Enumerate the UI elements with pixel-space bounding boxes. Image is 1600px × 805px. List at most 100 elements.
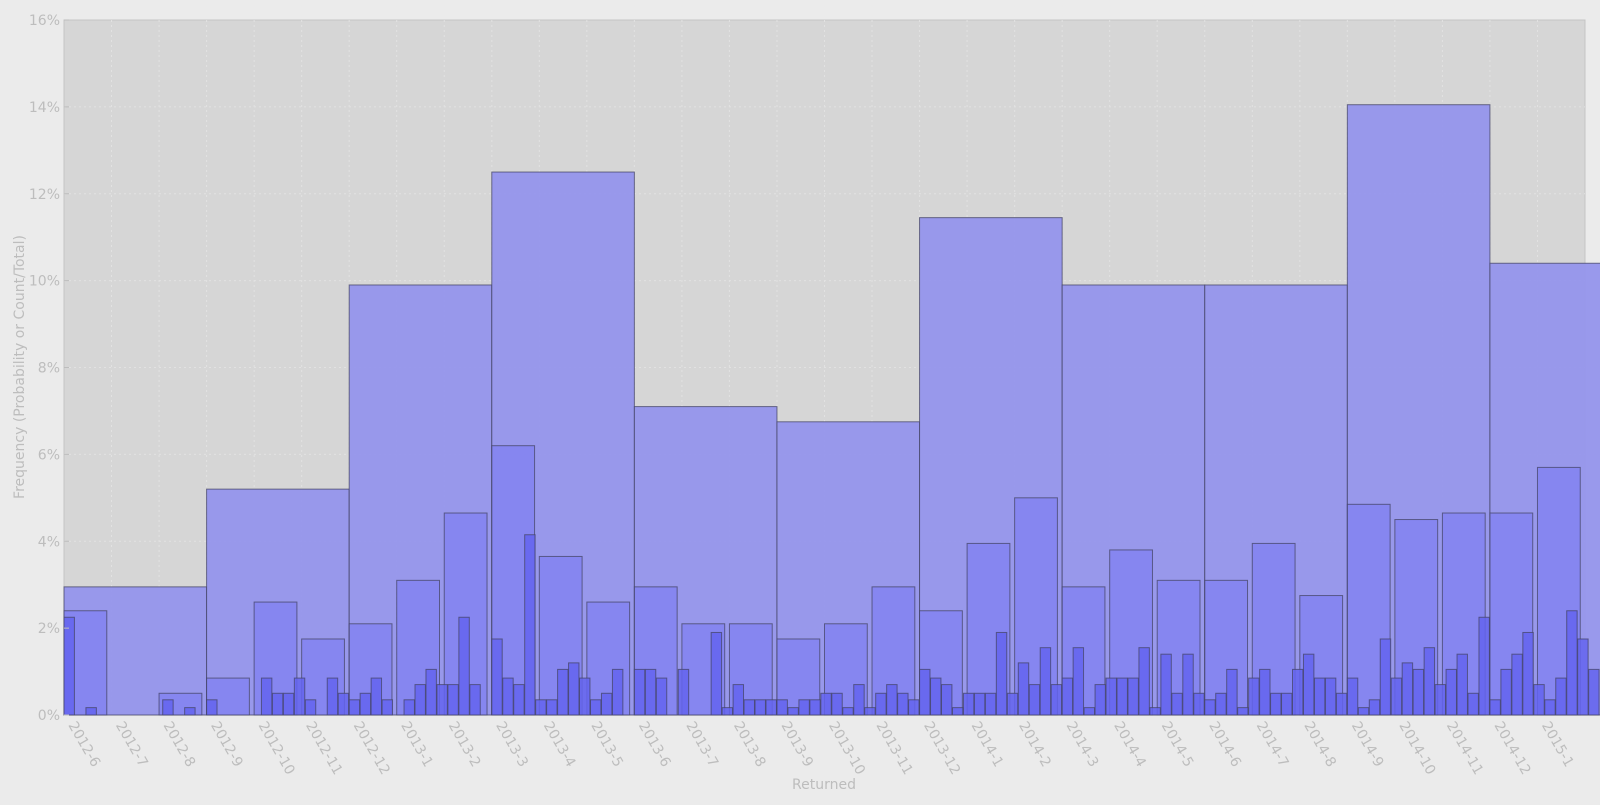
weekly-bar (63, 616, 75, 716)
weekly-bar (1039, 647, 1052, 716)
weekly-bar (1478, 616, 1490, 716)
weekly-bar (1555, 677, 1567, 716)
x-tick-label: 2014-8 (1300, 719, 1339, 770)
weekly-bar (842, 707, 854, 716)
monthly-series (63, 445, 1581, 716)
weekly-bar (611, 668, 624, 716)
weekly-bar (1182, 653, 1194, 716)
weekly-bar (1193, 692, 1205, 716)
weekly-bar (557, 668, 569, 716)
weekly-bar (370, 677, 383, 716)
weekly-bar (1226, 668, 1238, 716)
weekly-bar (1412, 668, 1425, 716)
weekly-bar (820, 692, 832, 716)
weekly-bar (359, 692, 372, 716)
weekly-bar (1456, 653, 1468, 716)
x-tick-label: 2014-11 (1443, 719, 1486, 778)
weekly-bar (984, 692, 997, 716)
x-tick-label: 2012-8 (160, 719, 199, 770)
weekly-bar (677, 668, 690, 716)
weekly-bar (1204, 699, 1216, 716)
y-tick-label: 6% (38, 447, 60, 463)
weekly-bar (1346, 677, 1359, 716)
weekly-bar (721, 707, 734, 716)
weekly-bar (1127, 677, 1139, 716)
weekly-bar (633, 668, 646, 716)
weekly-bar (776, 699, 788, 716)
monthly-bar (1204, 579, 1249, 716)
weekly-bar (1116, 677, 1128, 716)
weekly-bar (590, 699, 602, 716)
weekly-bar (798, 699, 810, 716)
x-tick-label: 2012-11 (302, 719, 345, 778)
x-tick-label: 2014-6 (1205, 719, 1244, 770)
weekly-bar (1357, 707, 1370, 716)
weekly-bar (469, 684, 481, 716)
weekly-bar (853, 684, 865, 716)
weekly-bar (1072, 647, 1085, 716)
weekly-bar (1061, 677, 1074, 716)
weekly-bar (1533, 684, 1545, 716)
weekly-bar (1489, 699, 1501, 716)
weekly-bar (765, 699, 777, 716)
weekly-bar (513, 684, 525, 716)
x-tick-label: 2013-6 (635, 719, 674, 770)
weekly-bar (535, 699, 547, 716)
weekly-bar (1302, 653, 1315, 716)
weekly-bar (1544, 699, 1556, 716)
weekly-bar (326, 677, 339, 716)
weekly-bar (754, 699, 766, 716)
x-tick-label: 2014-10 (1395, 719, 1438, 778)
x-tick-label: 2013-11 (873, 719, 916, 778)
y-tick-label: 10% (29, 274, 60, 290)
weekly-series (63, 534, 1600, 716)
weekly-bar (1335, 692, 1348, 716)
x-tick-label: 2014-3 (1063, 719, 1102, 770)
y-tick-label: 12% (29, 187, 60, 203)
weekly-bar (271, 692, 284, 716)
weekly-bar (337, 692, 350, 716)
weekly-bar (1401, 662, 1414, 716)
weekly-bar (930, 677, 942, 716)
y-tick-label: 0% (38, 708, 60, 724)
weekly-bar (1566, 610, 1578, 716)
weekly-bar (579, 677, 591, 716)
weekly-bar (1270, 692, 1282, 716)
y-tick-label: 4% (38, 534, 60, 550)
weekly-bar (458, 616, 470, 716)
y-tick-label: 8% (38, 361, 60, 377)
weekly-bar (1500, 668, 1512, 716)
y-tick-label: 2% (38, 621, 60, 637)
weekly-bar (1313, 677, 1326, 716)
weekly-bar (1050, 684, 1063, 716)
weekly-bar (1248, 677, 1260, 716)
weekly-bar (886, 684, 898, 716)
weekly-bar (447, 684, 459, 716)
x-tick-label: 2014-12 (1490, 719, 1533, 778)
weekly-bar (524, 534, 536, 716)
weekly-bar (864, 707, 876, 716)
weekly-bar (1138, 647, 1150, 716)
x-tick-label: 2014-4 (1110, 719, 1149, 770)
x-tick-label: 2013-1 (397, 719, 436, 770)
x-tick-label: 2013-12 (920, 719, 963, 778)
weekly-bar (1379, 638, 1392, 716)
y-axis-ticks: 0% 2% 4% 6% 8% 10% 12% 14% 16% (29, 13, 69, 724)
weekly-bar (962, 692, 975, 716)
weekly-bar (600, 692, 613, 716)
x-tick-label: 2013-7 (682, 719, 721, 770)
weekly-bar (973, 692, 986, 716)
weekly-bar (1171, 692, 1183, 716)
weekly-bar (1577, 638, 1589, 716)
weekly-bar (491, 638, 503, 716)
weekly-bar (1292, 668, 1304, 716)
weekly-bar (1083, 707, 1096, 716)
x-tick-label: 2012-9 (207, 719, 246, 770)
weekly-bar (1390, 677, 1403, 716)
weekly-bar (1028, 684, 1041, 716)
weekly-bar (1324, 677, 1337, 716)
weekly-bar (414, 684, 426, 716)
weekly-bar (1522, 631, 1534, 716)
x-tick-label: 2014-9 (1348, 719, 1387, 770)
weekly-bar (951, 707, 964, 716)
